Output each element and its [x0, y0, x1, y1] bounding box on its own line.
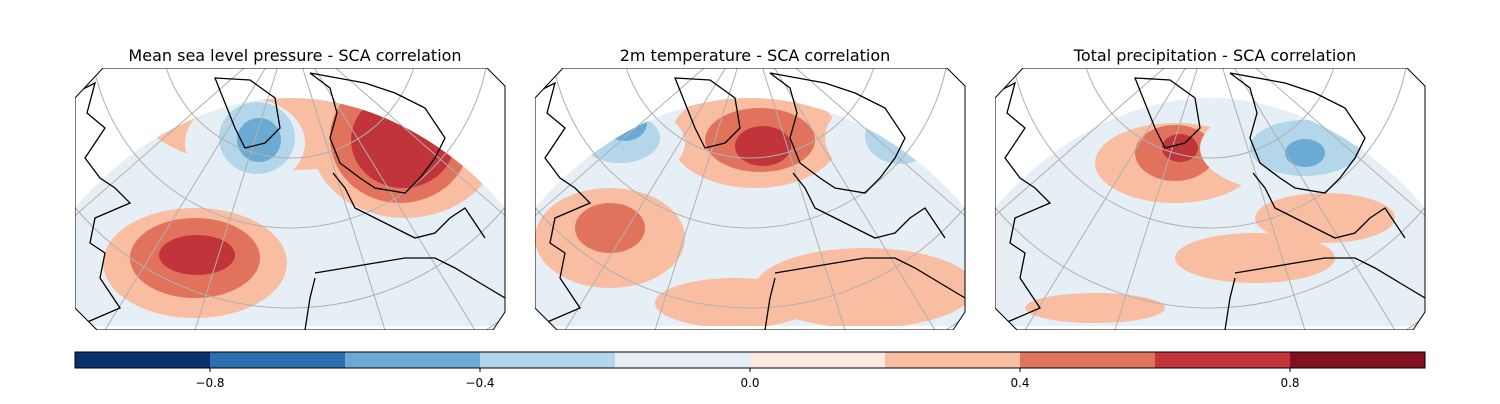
- panel-title: 2m temperature - SCA correlation: [619, 46, 891, 65]
- colorbar-segment: [750, 352, 885, 368]
- contour-region: [237, 118, 281, 162]
- colorbar-tick-label: 0.8: [1280, 376, 1299, 390]
- map-tp: [995, 68, 1426, 330]
- colorbar-segment: [615, 352, 750, 368]
- correlation-field: [535, 98, 965, 326]
- panel-t2m: 2m temperature - SCA correlation: [535, 0, 975, 340]
- coastline: [535, 72, 965, 330]
- map-frame: [535, 68, 966, 330]
- colorbar-segment: [1290, 352, 1425, 368]
- panel-title: Mean sea level pressure - SCA correlatio…: [128, 46, 462, 65]
- colorbar-segment: [885, 352, 1020, 368]
- colorbar-tick-label: −0.4: [465, 376, 494, 390]
- contour-region: [1285, 139, 1325, 167]
- colorbar-tick-label: 0.0: [740, 376, 759, 390]
- colorbar-tick-label: −0.8: [195, 376, 224, 390]
- contour-region: [575, 203, 645, 253]
- colorbar-svg: −0.8 −0.4 0.0 0.4 0.8: [74, 351, 1426, 390]
- contour-region: [735, 126, 791, 166]
- colorbar-segment: [1020, 352, 1155, 368]
- contour-region: [1175, 233, 1335, 283]
- graticule: [75, 68, 505, 330]
- panel-msl: Mean sea level pressure - SCA correlatio…: [75, 0, 515, 340]
- map-frame: [75, 68, 506, 330]
- contour-region: [1025, 293, 1165, 323]
- colorbar: −0.8 −0.4 0.0 0.4 0.8: [0, 345, 1500, 400]
- contour-region: [1255, 193, 1395, 243]
- map-t2m: [535, 68, 966, 330]
- contour-region: [1162, 134, 1198, 162]
- colorbar-segment: [480, 352, 615, 368]
- colorbar-tick-label: 0.4: [1010, 376, 1029, 390]
- graticule: [995, 68, 1425, 330]
- colorbar-segment: [1155, 352, 1290, 368]
- contour-region: [1025, 183, 1085, 213]
- map-msl: [75, 68, 506, 330]
- panel-title: Total precipitation - SCA correlation: [1073, 46, 1357, 65]
- contour-region: [159, 235, 235, 275]
- map-frame: [995, 68, 1426, 330]
- colorbar-segment: [210, 352, 345, 368]
- colorbar-segment: [345, 352, 480, 368]
- contour-region: [1085, 233, 1205, 283]
- colorbar-segment: [75, 352, 210, 368]
- coastline: [995, 72, 1425, 330]
- panel-tp: Total precipitation - SCA correlation: [995, 0, 1435, 340]
- contour-region: [655, 278, 815, 326]
- coastline: [75, 72, 505, 330]
